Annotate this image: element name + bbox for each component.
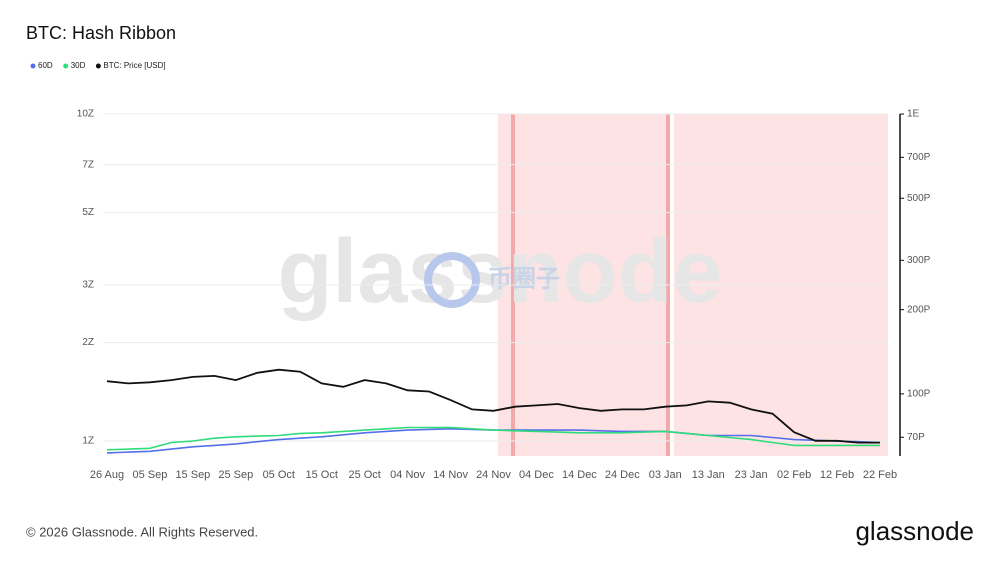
- series-line: [106, 426, 880, 451]
- x-tick-label: 14 Dec: [562, 469, 597, 481]
- watermark: 币圈子: [488, 265, 560, 292]
- y2-tick-label: 200P: [907, 304, 931, 315]
- x-tick-label: 24 Dec: [605, 469, 640, 481]
- watermark-logo: [424, 252, 480, 308]
- legend-swatch: [63, 63, 69, 69]
- legend-label: 30D: [71, 61, 86, 70]
- y-tick-label: 5Z: [82, 207, 94, 218]
- x-tick-label: 22 Feb: [863, 469, 897, 481]
- y2-tick-label: 1E: [907, 109, 920, 120]
- x-tick-label: 23 Jan: [735, 469, 768, 481]
- watermark: glassnode: [277, 222, 722, 322]
- y-tick-label: 7Z: [82, 159, 94, 170]
- x-tick-label: 02 Feb: [777, 469, 811, 481]
- footer: © 2026 Glassnode. All Rights Reserved.: [26, 524, 258, 539]
- x-tick-label: 04 Dec: [519, 469, 554, 481]
- legend-label: 60D: [38, 61, 53, 70]
- y2-tick-label: 300P: [907, 255, 931, 266]
- x-tick-label: 12 Feb: [820, 469, 854, 481]
- x-tick-label: 15 Sep: [175, 469, 210, 481]
- y2-tick-label: 100P: [907, 389, 931, 400]
- legend-swatch: [30, 63, 36, 69]
- y2-tick-label: 500P: [907, 193, 931, 204]
- x-tick-label: 03 Jan: [649, 469, 682, 481]
- chart-title: BTC: Hash Ribbon: [26, 23, 176, 43]
- x-tick-label: 05 Oct: [263, 469, 295, 481]
- y-tick-label: 10Z: [77, 109, 94, 120]
- brand-logo: glassnode: [855, 516, 974, 546]
- x-tick-label: 25 Sep: [218, 469, 253, 481]
- x-tick-label: 14 Nov: [433, 469, 468, 481]
- x-tick-label: 25 Oct: [348, 469, 380, 481]
- x-tick-label: 15 Oct: [306, 469, 338, 481]
- series-line: [106, 368, 880, 444]
- x-tick-label: 05 Sep: [133, 469, 168, 481]
- x-tick-label: 04 Nov: [390, 469, 425, 481]
- y-tick-label: 1Z: [82, 436, 94, 447]
- x-tick-label: 26 Aug: [90, 469, 124, 481]
- legend-swatch: [95, 63, 101, 69]
- y-tick-label: 3Z: [82, 280, 94, 291]
- y2-tick-label: 70P: [907, 432, 925, 443]
- x-tick-label: 24 Nov: [476, 469, 511, 481]
- y2-tick-label: 700P: [907, 152, 931, 163]
- legend-label: BTC: Price [USD]: [103, 61, 165, 70]
- y-tick-label: 2Z: [82, 337, 94, 348]
- x-tick-label: 13 Jan: [692, 469, 725, 481]
